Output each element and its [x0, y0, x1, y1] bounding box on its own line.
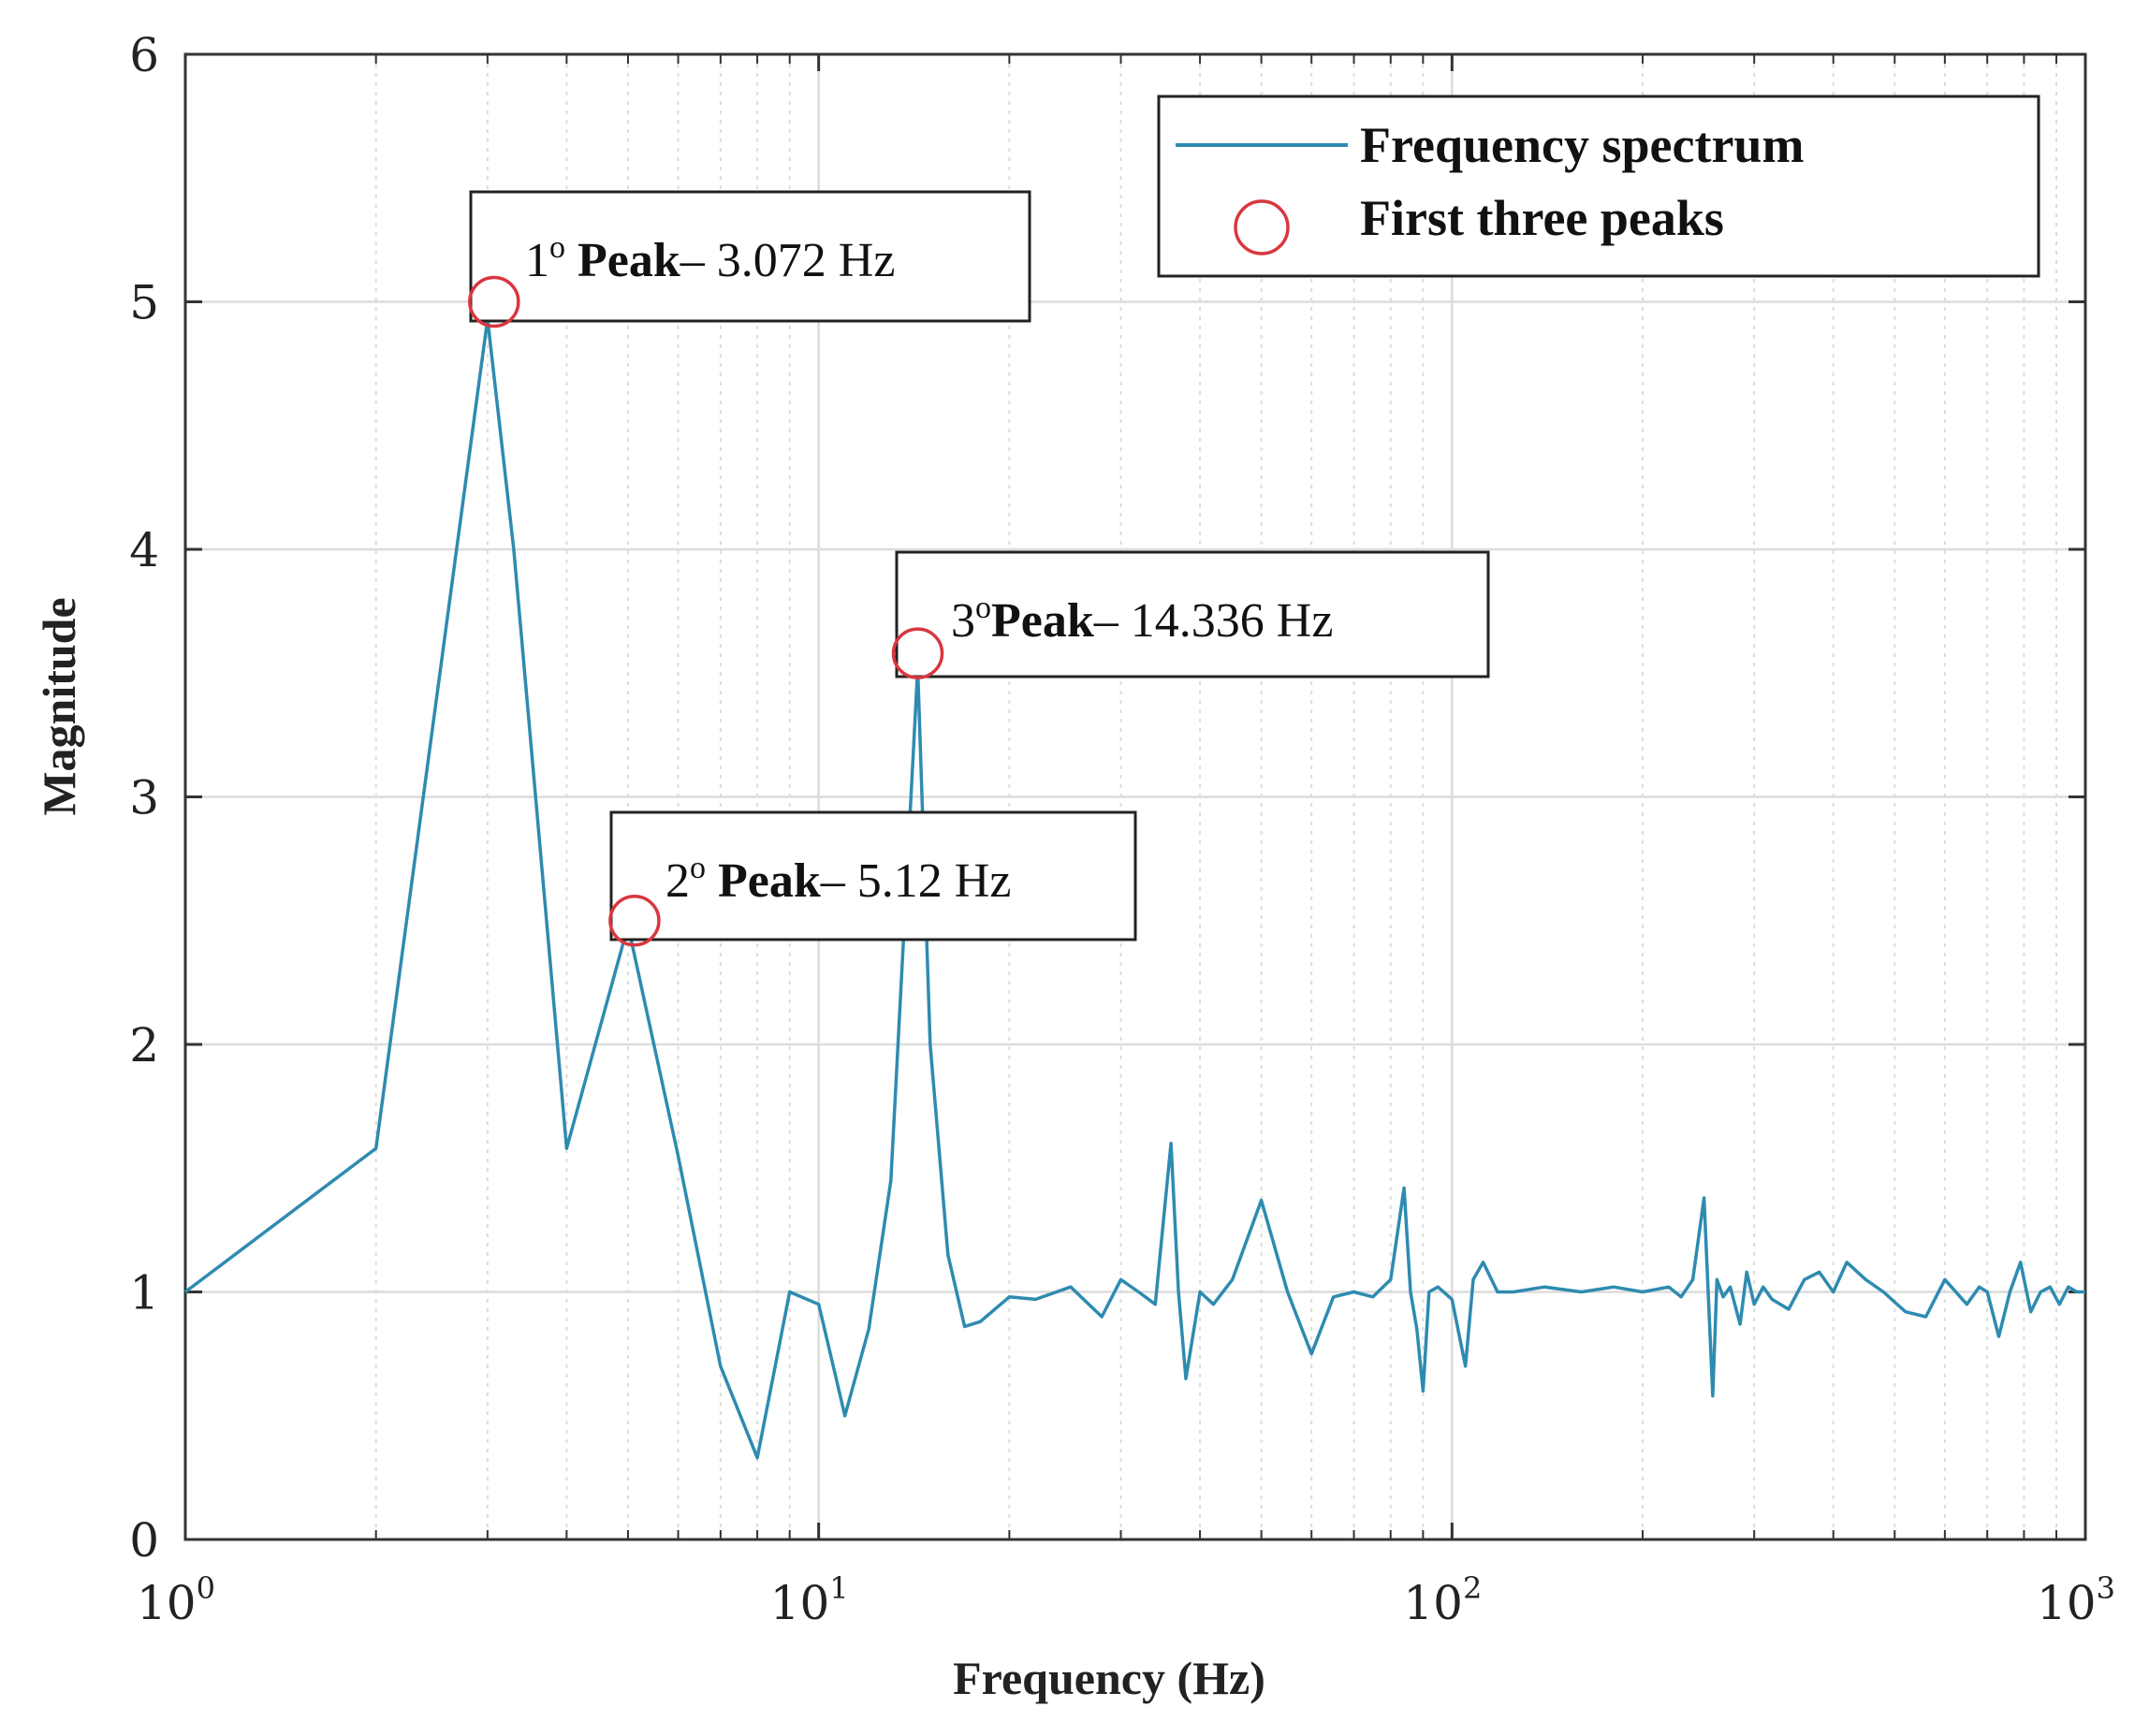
- annotation-text: 1o Peak– 3.072 Hz: [525, 230, 895, 287]
- x-tick-label: 102: [1403, 1570, 1482, 1630]
- x-tick-label: 103: [2037, 1570, 2115, 1630]
- y-axis-title: Magnitude: [33, 597, 85, 815]
- peak-annotation-3: 3oPeak– 14.336 Hz: [895, 550, 1490, 678]
- peak-marker: [468, 275, 520, 328]
- y-tick-label: 5: [129, 276, 159, 330]
- y-tick-label: 3: [129, 771, 159, 825]
- y-tick-label: 1: [129, 1266, 159, 1320]
- peak-marker: [608, 895, 661, 947]
- legend-marker-swatch: [1234, 199, 1290, 255]
- legend-box: [1157, 95, 2040, 278]
- y-tick-label: 4: [129, 523, 159, 577]
- annotation-box: [609, 810, 1137, 941]
- annotation-box: [895, 550, 1490, 678]
- annotation-text: 3oPeak– 14.336 Hz: [951, 591, 1333, 648]
- x-tick-label: 100: [137, 1570, 215, 1630]
- axes: 100 101 102 103 0 1 2 3 4 5 6: [129, 28, 2115, 1630]
- legend: Frequency spectrum First three peaks: [1157, 95, 2040, 278]
- y-tick-label: 2: [129, 1018, 159, 1072]
- peak-marker: [891, 627, 944, 679]
- x-tick-label: 101: [770, 1570, 849, 1630]
- y-tick-label: 0: [129, 1513, 159, 1568]
- annotation-box: [469, 190, 1031, 323]
- peak-annotation-1: 1o Peak– 3.072 Hz: [469, 190, 1031, 323]
- peak-markers: [468, 275, 944, 947]
- x-axis-title: Frequency (Hz): [953, 1652, 1265, 1704]
- legend-label-peaks: First three peaks: [1360, 190, 1724, 246]
- annotation-text: 2o Peak– 5.12 Hz: [665, 851, 1011, 908]
- spectrum-line-group: [183, 317, 2085, 1460]
- spectrum-line: [183, 317, 2085, 1460]
- legend-label-spectrum: Frequency spectrum: [1360, 117, 1804, 173]
- peak-annotations: 1o Peak– 3.072 Hz 2o Peak– 5.12 Hz 3oPeak–…: [469, 190, 1490, 941]
- peak-annotation-2: 2o Peak– 5.12 Hz: [609, 810, 1137, 941]
- y-tick-label: 6: [129, 28, 159, 82]
